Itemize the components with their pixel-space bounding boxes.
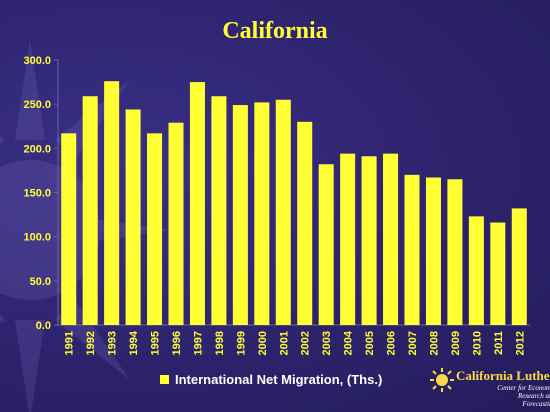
bar	[490, 222, 506, 325]
x-tick-label: 1996	[171, 331, 183, 355]
bar	[82, 96, 98, 325]
bar	[468, 216, 484, 325]
x-tick-label: 1993	[107, 331, 119, 355]
x-tick-label: 1999	[235, 331, 247, 355]
bar	[383, 153, 399, 325]
bar	[147, 133, 163, 325]
x-tick-label: 2009	[450, 331, 462, 355]
x-tick-label: 1991	[64, 331, 76, 355]
chart-title: California	[222, 18, 328, 44]
bar	[447, 179, 463, 325]
bar	[189, 82, 205, 325]
bar	[340, 153, 356, 325]
logo-subtitle-line2: Research and Forecasting	[517, 392, 550, 408]
bar	[425, 177, 441, 325]
bar	[254, 102, 270, 326]
x-tick-label: 2008	[428, 331, 440, 355]
x-tick-label: 2007	[407, 331, 419, 355]
x-tick-label: 2010	[471, 331, 483, 355]
logo-name: California Lutheran	[456, 368, 550, 383]
chart-legend: International Net Migration, (Ths.)	[160, 372, 382, 387]
x-tick-label: 2005	[364, 331, 376, 355]
x-tick-label: 2003	[321, 331, 333, 355]
bar	[361, 156, 377, 325]
x-tick-label: 2001	[278, 331, 290, 355]
y-tick-label: 0.0	[36, 320, 51, 332]
y-tick-label: 200.0	[23, 143, 51, 155]
bar	[318, 164, 334, 325]
y-tick-label: 100.0	[23, 232, 51, 244]
bar	[125, 109, 141, 325]
x-tick-label: 2002	[300, 331, 312, 355]
logo-subtitle-line1: Center for Economic	[497, 384, 550, 392]
logo-subtitle: Center for Economic Research and Forecas…	[486, 384, 550, 408]
bar	[168, 122, 184, 325]
x-tick-label: 2000	[257, 331, 269, 355]
x-tick-label: 1995	[150, 331, 162, 355]
y-tick-label: 50.0	[30, 276, 51, 288]
legend-label: International Net Migration, (Ths.)	[175, 372, 383, 387]
sun-logo-icon	[430, 368, 454, 392]
x-tick-label: 1998	[214, 331, 226, 355]
x-tick-label: 2004	[343, 330, 355, 355]
legend-swatch	[160, 375, 169, 384]
y-tick-label: 150.0	[23, 188, 51, 200]
y-tick-label: 250.0	[23, 99, 51, 111]
x-tick-label: 1992	[85, 331, 97, 355]
x-tick-label: 2012	[514, 331, 526, 355]
bar	[511, 208, 527, 325]
bar	[297, 121, 313, 325]
bar	[404, 174, 420, 325]
bar	[232, 105, 248, 325]
bar	[104, 81, 120, 325]
logo: California Lutheran Center for Economic …	[430, 364, 550, 410]
x-tick-label: 1997	[192, 331, 204, 355]
y-tick-label: 300.0	[23, 55, 51, 67]
x-tick-label: 1994	[128, 330, 140, 355]
bar	[275, 99, 291, 325]
x-tick-label: 2006	[386, 331, 398, 355]
bar	[61, 133, 77, 325]
x-tick-label: 2011	[493, 331, 505, 355]
bar	[211, 96, 227, 325]
